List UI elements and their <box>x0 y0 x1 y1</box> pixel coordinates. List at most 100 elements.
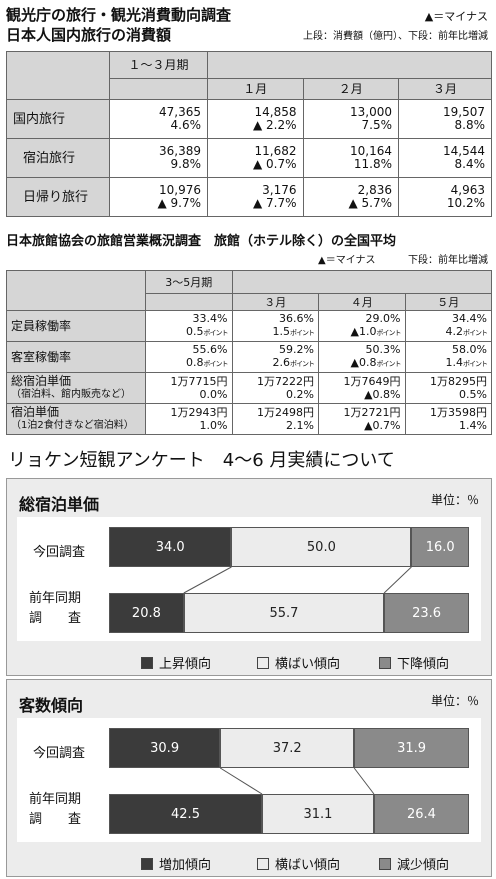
value-cell: 1万2498円 <box>257 406 314 419</box>
legend-label: 増加傾向 <box>159 858 212 873</box>
segment-increase: 30.9 <box>109 728 221 768</box>
change-cell: ▲ 0.7% <box>252 157 297 171</box>
segment-decrease: 23.6 <box>384 593 469 633</box>
segment-flat: 50.0 <box>231 527 412 567</box>
table-row: 総宿泊単価 （宿泊料、館内販売など） 1万7715円 0.0% 1万7222円 0.2… <box>6 372 492 404</box>
point-unit: ポイント <box>290 360 315 368</box>
change-cell: 1.4 <box>445 356 464 369</box>
row-label: 客室稼働率 <box>6 341 146 373</box>
change-cell: 11.8% <box>353 157 393 171</box>
legend-swatch <box>141 656 153 669</box>
value-cell: 4,963 <box>450 183 485 197</box>
section2-legend-mark: ▲＝マイナス <box>318 255 376 266</box>
value-cell: 10,164 <box>350 144 393 158</box>
value-cell: 58.0% <box>452 343 487 356</box>
point-unit: ポイント <box>203 360 229 368</box>
table-row: 宿泊旅行 36,389 9.8% 11,682 ▲ 0.7% 10,164 11.8%… <box>6 138 492 178</box>
value-cell: 14,858 <box>254 105 297 119</box>
value-cell: 50.3% <box>365 343 401 356</box>
section3-title: リョケン短観アンケート 4～6 月実績について <box>8 450 395 471</box>
stacked-bar: 20.8 55.7 23.6 <box>109 593 469 633</box>
value-cell: 1万7715円 <box>170 375 228 388</box>
row-label: 宿泊旅行 <box>6 138 110 178</box>
value-cell: 11,682 <box>254 144 297 158</box>
legend-swatch <box>257 857 269 870</box>
change-cell: 0.2% <box>286 388 314 401</box>
value-cell: 1万2721円 <box>343 406 401 419</box>
connector-lines <box>183 566 412 594</box>
stacked-bar: 34.0 50.0 16.0 <box>109 527 469 567</box>
section1-legend-mark: ▲＝マイナス <box>424 10 488 23</box>
unit-label: 単位：％ <box>430 694 479 708</box>
row-label: 定員稼働率 <box>6 310 146 342</box>
change-cell: 2.1% <box>286 419 314 432</box>
row-label: 今回調査 <box>33 746 86 761</box>
value-cell: 10,976 <box>159 183 201 197</box>
col-header: ２月 <box>302 78 400 100</box>
col-period: 3～5月期 <box>145 270 233 294</box>
legend-label: 横ばい傾向 <box>275 657 341 672</box>
value-cell: 2,836 <box>357 183 393 197</box>
row-label: 今回調査 <box>33 545 86 560</box>
legend-down: 下降傾向 <box>379 653 449 672</box>
legend-swatch <box>379 857 391 870</box>
legend-label: 横ばい傾向 <box>275 858 341 873</box>
change-cell: 1.0% <box>199 419 228 432</box>
value-cell: 34.4% <box>452 312 487 325</box>
segment-flat: 37.2 <box>220 728 355 768</box>
segment-flat: 55.7 <box>183 593 385 633</box>
unit-label: 単位：％ <box>430 493 479 507</box>
legend-decrease: 減少傾向 <box>379 854 449 873</box>
section1-title: 観光庁の旅行・観光消費動向調査 <box>6 6 232 24</box>
value-cell: 19,507 <box>443 105 485 119</box>
value-cell: 14,544 <box>443 144 485 158</box>
value-cell: 36,389 <box>159 144 201 158</box>
change-cell: ▲ 9.7% <box>157 196 201 210</box>
value-cell: 47,365 <box>159 105 201 119</box>
change-cell: 4.2 <box>445 325 464 338</box>
stacked-bar: 42.5 31.1 26.4 <box>109 794 469 834</box>
segment-decrease: 31.9 <box>354 728 469 768</box>
panel-unit-price: 総宿泊単価 単位：％ 今回調査 前年同期 調 査 34.0 50.0 16.0 20… <box>6 478 492 676</box>
change-cell: ▲ 7.7% <box>252 196 297 210</box>
legend-flat: 横ばい傾向 <box>257 653 340 672</box>
segment-increase: 20.8 <box>109 593 184 633</box>
point-unit: ポイント <box>290 329 315 337</box>
section2-note: 下段：前年比増減 <box>408 255 488 266</box>
section1-note: 上段：消費額（億円）、下段：前年比増減 <box>303 31 488 42</box>
value-cell: 1万7649円 <box>343 375 401 388</box>
row-sublabel: （1泊2食付きなど宿泊料） <box>11 420 134 431</box>
row-label: 前年同期 <box>29 591 82 606</box>
chart-area: 今回調査 前年同期 調 査 34.0 50.0 16.0 20.8 55.7 23.6 <box>17 517 481 641</box>
change-cell: 0.5 <box>186 325 204 338</box>
value-cell: 13,000 <box>350 105 393 119</box>
value-cell: 33.4% <box>192 312 228 325</box>
value-cell: 59.2% <box>279 343 314 356</box>
legend-swatch <box>141 857 153 870</box>
change-cell: 10.2% <box>446 196 485 210</box>
point-unit: ポイント <box>203 329 229 337</box>
value-cell: 36.6% <box>279 312 314 325</box>
point-unit: ポイント <box>376 329 402 337</box>
legend-swatch <box>379 656 391 669</box>
legend-label: 減少傾向 <box>397 858 450 873</box>
table-row: 客室稼働率 55.6% 0.8ポイント 59.2% 2.6ポイント 50.3% ▲0.… <box>6 341 492 373</box>
legend-up: 上昇傾向 <box>141 653 211 672</box>
segment-increase: 42.5 <box>109 794 262 834</box>
value-cell: 1万7222円 <box>257 375 314 388</box>
value-cell: 1万2943円 <box>170 406 228 419</box>
legend-swatch <box>257 656 269 669</box>
value-cell: 3,176 <box>262 183 297 197</box>
change-cell: 8.8% <box>454 118 486 132</box>
change-cell: ▲0.8 <box>350 356 377 369</box>
legend-flat: 横ばい傾向 <box>257 854 340 873</box>
value-cell: 1万3598円 <box>430 406 487 419</box>
legend-increase: 増加傾向 <box>141 854 211 873</box>
segment-decrease: 16.0 <box>411 527 469 567</box>
row-label: 調 査 <box>29 611 82 626</box>
change-cell: ▲ 2.2% <box>252 118 297 132</box>
change-cell: 0.0% <box>199 388 228 401</box>
table-row: 日帰り旅行 10,976 ▲ 9.7% 3,176 ▲ 7.7% 2,836 ▲ 5.… <box>6 177 492 217</box>
col-header: ３月 <box>231 293 319 311</box>
point-unit: ポイント <box>463 360 488 368</box>
